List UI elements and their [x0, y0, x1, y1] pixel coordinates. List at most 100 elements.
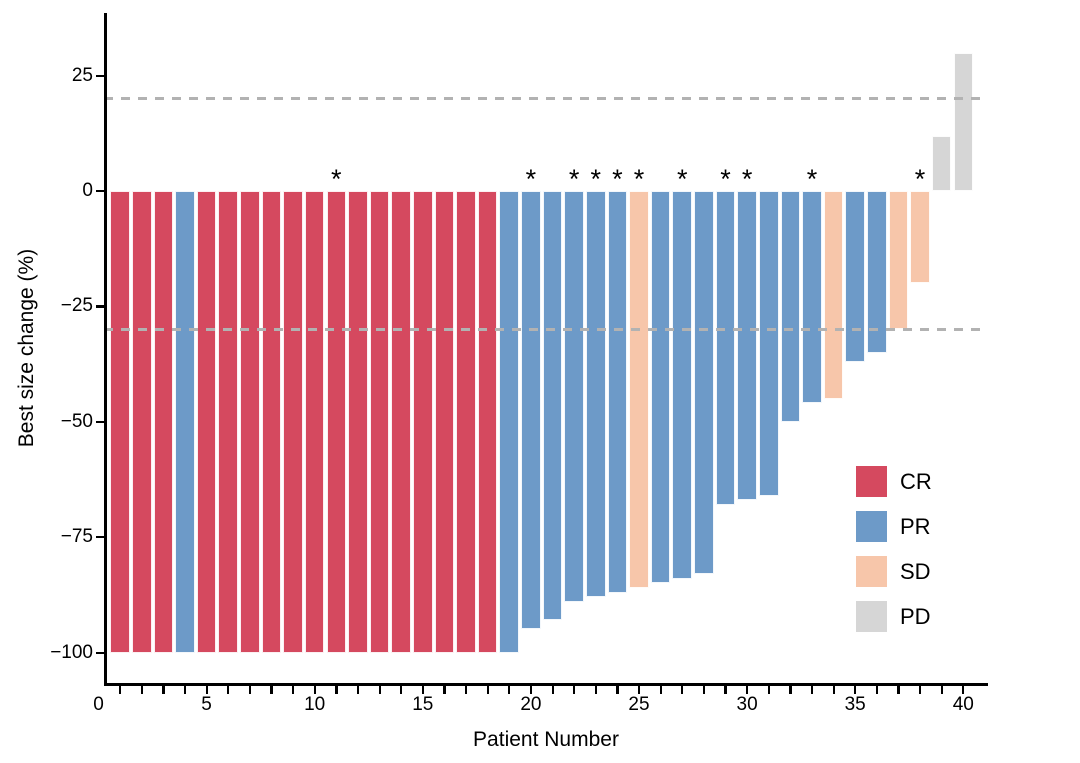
- y-axis-line: [104, 13, 107, 686]
- y-tick: [96, 190, 104, 193]
- bar: [607, 191, 628, 593]
- bar-star: *: [612, 164, 623, 194]
- x-tick: [832, 685, 835, 694]
- bar: [413, 191, 433, 653]
- legend-label: PD: [900, 604, 931, 629]
- x-tick: [421, 685, 424, 694]
- bar-star: *: [914, 164, 926, 194]
- x-tick: [767, 685, 770, 694]
- x-tick: [486, 685, 489, 694]
- bar-star: *: [568, 164, 580, 194]
- x-tick-label: 10: [304, 694, 326, 715]
- bar-star: *: [525, 164, 537, 194]
- bar: [823, 191, 844, 399]
- bar-star: *: [720, 164, 731, 194]
- bar-star: *: [590, 164, 601, 194]
- y-tick: [96, 74, 104, 77]
- y-tick-label: −100: [50, 641, 93, 663]
- bar: [456, 191, 476, 653]
- legend-swatch-pd: [856, 601, 887, 632]
- bar-star: *: [633, 164, 645, 194]
- bar: [694, 191, 714, 575]
- bar: [542, 191, 563, 621]
- bar: [110, 191, 130, 653]
- x-axis-title: Patient Number: [473, 728, 619, 751]
- x-tick: [227, 685, 230, 694]
- x-tick: [702, 685, 706, 694]
- x-tick: [573, 685, 576, 694]
- bar: [521, 191, 541, 630]
- y-tick-label: −50: [60, 410, 93, 432]
- y-tick: [96, 420, 104, 423]
- legend-label: CR: [900, 469, 932, 494]
- x-tick: [162, 685, 165, 694]
- x-tick-label: 0: [93, 694, 104, 715]
- x-tick-label: 40: [952, 694, 974, 715]
- y-tick: [96, 536, 104, 539]
- bar: [585, 191, 606, 598]
- x-tick-label: 25: [628, 694, 650, 715]
- bar: [283, 191, 303, 653]
- bar: [845, 191, 865, 362]
- legend-swatch-pr: [856, 511, 887, 542]
- x-tick: [400, 685, 403, 694]
- bar: [910, 191, 930, 284]
- x-tick: [919, 685, 922, 694]
- y-tick: [96, 305, 104, 308]
- x-tick: [465, 685, 468, 694]
- x-tick-label: 35: [844, 694, 866, 715]
- bar: [672, 191, 693, 579]
- legend-label: SD: [900, 559, 931, 584]
- bar: [867, 191, 887, 353]
- x-tick: [140, 685, 143, 694]
- y-tick-label: 25: [71, 64, 93, 86]
- legend-item-cr: CR: [856, 466, 932, 497]
- y-axis-title: Best size change (%): [15, 248, 38, 448]
- x-tick: [638, 685, 641, 694]
- x-tick: [292, 685, 295, 694]
- bar: [715, 191, 736, 505]
- bar: [434, 191, 455, 653]
- bar: [737, 191, 757, 501]
- legend-item-sd: SD: [856, 556, 932, 587]
- bar: [931, 135, 952, 191]
- x-tick: [183, 685, 187, 694]
- bar-star: *: [676, 164, 688, 194]
- x-tick: [810, 685, 814, 694]
- bar: [499, 191, 520, 653]
- x-tick: [313, 685, 316, 694]
- bar-star: *: [331, 164, 342, 194]
- x-tick: [616, 685, 619, 694]
- bar: [888, 191, 909, 330]
- x-tick-label: 5: [201, 694, 212, 715]
- bar: [758, 191, 779, 496]
- bar: [369, 191, 390, 653]
- x-tick: [789, 685, 792, 694]
- x-tick: [335, 685, 338, 694]
- x-tick: [594, 685, 597, 694]
- bar-star: *: [741, 164, 753, 194]
- bar: [261, 191, 282, 653]
- x-tick: [508, 685, 511, 694]
- legend-item-pr: PR: [856, 511, 932, 542]
- bar: [564, 191, 584, 602]
- legend-item-pd: PD: [856, 601, 932, 632]
- bar: [240, 191, 260, 653]
- x-tick: [551, 685, 554, 694]
- x-tick: [529, 685, 533, 694]
- x-tick: [205, 685, 208, 694]
- x-tick-label: 15: [412, 694, 434, 715]
- legend-label: PR: [900, 514, 931, 539]
- y-tick-label: 0: [82, 180, 93, 201]
- legend-swatch-sd: [856, 556, 887, 587]
- bar: [304, 191, 325, 653]
- x-tick: [854, 685, 857, 694]
- bar: [391, 191, 411, 653]
- bar: [477, 191, 498, 653]
- x-tick: [119, 685, 122, 694]
- y-tick: [96, 651, 104, 654]
- reference-line: [104, 97, 984, 101]
- bar: [348, 191, 368, 653]
- x-tick: [659, 685, 662, 694]
- bar: [629, 191, 649, 588]
